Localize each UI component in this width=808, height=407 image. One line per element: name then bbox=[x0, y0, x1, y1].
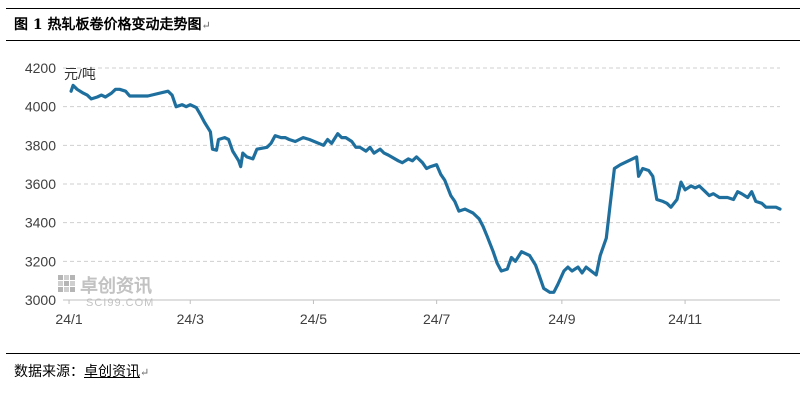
footer-rule bbox=[6, 353, 800, 354]
y-tick-label: 3400 bbox=[25, 215, 56, 231]
figure-title: 图 1 热轧板卷价格变动走势图 bbox=[14, 17, 202, 33]
x-axis-ticks: 24/1 24/3 24/5 24/7 24/9 24/11 bbox=[55, 300, 702, 327]
series-group bbox=[69, 83, 782, 294]
source-link[interactable]: 卓创资讯 bbox=[84, 364, 140, 380]
x-tick-label: 24/7 bbox=[423, 311, 450, 327]
chart-container: 卓创资讯 SCI99.COM 3000 3200 3400 3600 3800 4000 4… bbox=[0, 44, 808, 344]
y-axis-unit-label: 元/吨 bbox=[64, 66, 96, 82]
x-tick-label: 24/11 bbox=[668, 311, 702, 327]
y-tick-label: 3000 bbox=[25, 292, 56, 308]
y-tick-label: 3200 bbox=[25, 253, 56, 269]
x-tick-label: 24/9 bbox=[548, 311, 575, 327]
watermark: 卓创资讯 SCI99.COM bbox=[58, 275, 154, 309]
source-label: 数据来源： bbox=[14, 364, 84, 380]
y-tick-label: 4000 bbox=[25, 99, 56, 115]
top-rule bbox=[6, 8, 800, 9]
grid-lines bbox=[63, 67, 780, 262]
series-line-0 bbox=[69, 83, 782, 294]
x-tick-label: 24/3 bbox=[177, 311, 204, 327]
x-tick-label: 24/1 bbox=[55, 311, 82, 327]
y-tick-label: 4200 bbox=[25, 60, 56, 76]
y-axis-ticks: 3000 3200 3400 3600 3800 4000 4200 bbox=[25, 60, 56, 308]
source-note: 数据来源：卓创资讯↵ bbox=[14, 361, 149, 381]
figure-header: 图 1 热轧板卷价格变动走势图↵ bbox=[14, 14, 211, 34]
y-tick-label: 3600 bbox=[25, 176, 56, 192]
watermark-url: SCI99.COM bbox=[86, 297, 154, 309]
price-line-chart: 卓创资讯 SCI99.COM 3000 3200 3400 3600 3800 4000 4… bbox=[25, 60, 782, 327]
return-mark: ↵ bbox=[201, 19, 211, 32]
y-tick-label: 3800 bbox=[25, 137, 56, 153]
x-tick-label: 24/5 bbox=[300, 311, 327, 327]
watermark-name: 卓创资讯 bbox=[80, 275, 152, 296]
watermark-logo-icon bbox=[58, 275, 75, 292]
source-return-mark: ↵ bbox=[140, 366, 150, 379]
header-rule bbox=[6, 40, 800, 41]
